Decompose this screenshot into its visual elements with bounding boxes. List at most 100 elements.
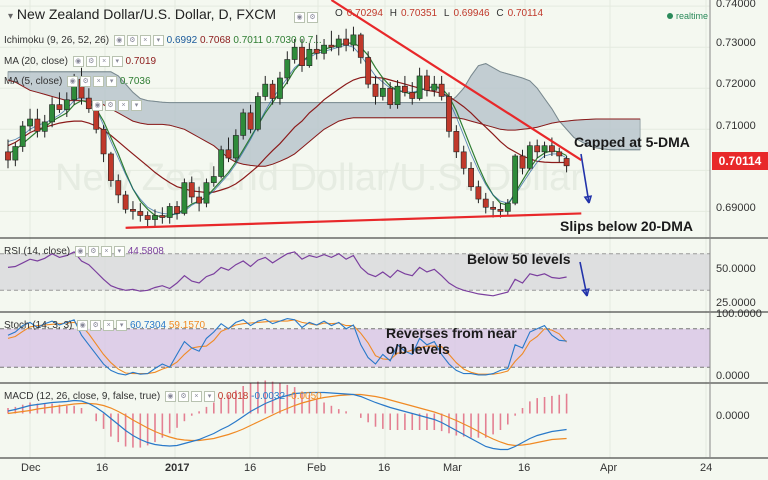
candle-body [27, 118, 33, 127]
eye-icon[interactable]: ◉ [77, 320, 89, 331]
realtime-indicator: realtime [666, 11, 708, 21]
more-icon[interactable]: ▾ [106, 76, 118, 87]
eye-icon[interactable]: ◉ [74, 246, 86, 257]
close-icon[interactable]: × [93, 76, 105, 87]
candle-body [34, 118, 41, 132]
candle-body [100, 128, 107, 155]
eye-icon[interactable]: ◉ [113, 35, 125, 46]
eye-icon[interactable]: ◉ [92, 100, 103, 112]
candle-body [548, 145, 555, 153]
close-icon[interactable]: × [103, 320, 115, 331]
close-icon[interactable]: × [98, 56, 110, 67]
settings-icon[interactable]: ⚙ [80, 76, 92, 87]
candle-body [196, 196, 202, 204]
settings-icon[interactable]: ⚙ [105, 100, 116, 112]
date-tick: Apr [600, 462, 618, 474]
candle-body [255, 96, 261, 130]
candle-body [497, 209, 504, 212]
candle-body [137, 211, 144, 216]
candle-body [262, 83, 269, 97]
stoch-k-line [7, 318, 567, 376]
candle-body [482, 198, 489, 208]
candle-body [144, 215, 151, 220]
ma20-legend: MA (20, close) ◉ ⚙ × ▾ 0.7019 [4, 56, 157, 68]
date-tick: 24 [700, 462, 713, 474]
macd-tick: 0.0000 [716, 410, 750, 422]
candle-body [387, 87, 394, 105]
close-icon[interactable]: × [118, 100, 129, 112]
macd-legend: MACD (12, 26, close, 9, false, true) ◉ ⚙ ×… [4, 391, 322, 403]
symbol-title: New Zealand Dollar/U.S. Dollar, D, FXCM [16, 6, 276, 22]
candle-body [475, 186, 482, 200]
candle-body [306, 48, 313, 66]
candle-body [19, 125, 26, 147]
more-icon[interactable]: ▾ [111, 56, 123, 67]
support-trendline [125, 212, 582, 229]
rsi-legend: RSI (14, close) ◉ ⚙ × ▾ 44.5808 [4, 246, 164, 258]
candle-body [460, 151, 467, 169]
more-icon[interactable]: ▾ [113, 246, 125, 257]
chart-title: ▾ New Zealand Dollar/U.S. Dollar, D, FXC… [8, 6, 276, 22]
grid-lines [0, 0, 710, 458]
rsi-line [7, 251, 567, 297]
ichimoku-legend: Ichimoku (9, 26, 52, 26) ◉ ⚙ × ▾ 0.6992 0.7… [4, 35, 322, 47]
settings-icon[interactable]: ⚙ [177, 391, 189, 402]
candle-body [108, 153, 114, 181]
eye-icon[interactable]: ◉ [164, 391, 176, 402]
candle-body [152, 215, 158, 220]
open-value: 0.70294 [346, 8, 383, 19]
more-icon[interactable]: ▾ [152, 35, 164, 46]
eye-icon[interactable]: ◉ [72, 56, 84, 67]
settings-icon[interactable]: ⚙ [307, 12, 318, 24]
ma5-legend: MA (5, close) ◉ ⚙ × ▾ 0.7036 [4, 76, 151, 88]
candle-body [85, 97, 92, 110]
candle-body [277, 77, 283, 99]
candle-body [343, 38, 349, 46]
eye-icon[interactable]: ◉ [294, 12, 305, 24]
down-arrow-price [580, 153, 590, 204]
candle-body [350, 34, 357, 46]
settings-icon[interactable]: ⚙ [90, 320, 102, 331]
trendlines [125, 0, 582, 229]
candle-body [490, 206, 496, 210]
rsi-band [0, 253, 710, 291]
price-tick: 0.71000 [716, 120, 756, 132]
candle-body [166, 206, 173, 218]
candle-body [541, 145, 548, 153]
candle-body [512, 155, 519, 204]
more-icon[interactable]: ▾ [203, 391, 215, 402]
more-icon[interactable]: ▾ [131, 100, 142, 112]
price-tick: 0.72000 [716, 78, 756, 90]
candle-body [174, 206, 180, 214]
stoch-tick: 0.0000 [716, 370, 750, 382]
chevron-down-icon[interactable]: ▾ [8, 11, 14, 22]
annotation-below50: Below 50 levels [467, 251, 571, 267]
candle-body [563, 158, 570, 167]
date-tick: 16 [378, 462, 391, 474]
candle-body [232, 135, 239, 159]
candlesticks [5, 26, 570, 228]
settings-icon[interactable]: ⚙ [87, 246, 99, 257]
candle-body [291, 46, 298, 60]
close-icon[interactable]: × [190, 391, 202, 402]
candle-body [159, 215, 166, 218]
close-icon[interactable]: × [139, 35, 151, 46]
candle-body [313, 48, 320, 54]
eye-icon[interactable]: ◉ [67, 76, 79, 87]
candle-body [504, 202, 511, 212]
settings-icon[interactable]: ⚙ [85, 56, 97, 67]
candle-body [424, 75, 430, 91]
candle-body [446, 96, 452, 132]
candle-body [335, 38, 342, 48]
stoch-legend: Stoch (14, 3, 3) ◉ ⚙ × ▾ 60.7304 59.1570 [4, 320, 206, 332]
resistance-trendline [330, 0, 582, 161]
more-icon[interactable]: ▾ [116, 320, 128, 331]
rsi-tick: 25.0000 [716, 297, 756, 309]
live-dot-icon [666, 13, 673, 19]
close-icon[interactable]: × [100, 246, 112, 257]
macd-line [7, 391, 567, 451]
settings-icon[interactable]: ⚙ [126, 35, 138, 46]
price-tick: 0.74000 [716, 0, 756, 10]
candle-body [210, 176, 217, 183]
